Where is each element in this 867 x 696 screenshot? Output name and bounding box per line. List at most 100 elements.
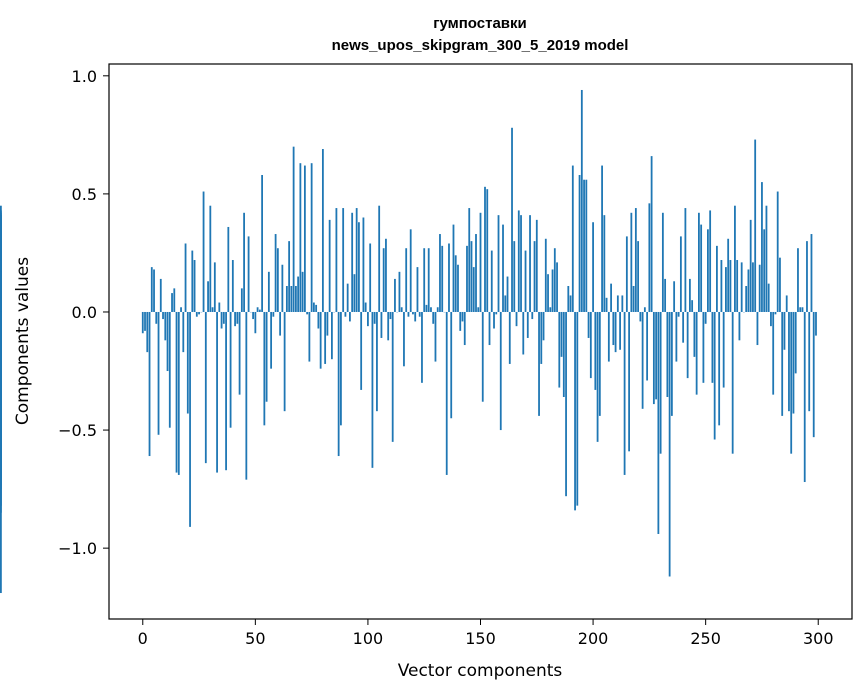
bar-undefined [0, 271, 2, 312]
bar-124 [421, 311, 423, 383]
bar-261 [729, 260, 732, 312]
y-tick-label: 0.5 [72, 185, 97, 204]
bar-11 [166, 311, 169, 372]
bar-263 [734, 205, 736, 312]
bar-246 [695, 311, 698, 395]
bar-65 [288, 241, 291, 312]
bar-178 [542, 311, 545, 341]
bar-231 [661, 212, 664, 312]
bar-68 [294, 286, 297, 312]
bar-243 [688, 278, 691, 312]
bar-269 [747, 269, 750, 312]
bar-184 [556, 262, 558, 312]
bar-74 [308, 311, 311, 362]
bar-299 [815, 311, 817, 336]
bar-80 [321, 149, 324, 312]
bar-52 [258, 309, 261, 312]
bar-156 [493, 311, 495, 329]
bar-undefined [0, 311, 2, 405]
bar-234 [668, 311, 671, 577]
bar-223 [643, 307, 646, 312]
bar-278 [767, 283, 770, 312]
bar-3 [148, 311, 151, 457]
bar-239 [679, 236, 682, 312]
bar-225 [648, 203, 651, 312]
bar-291 [797, 248, 799, 312]
bar-227 [652, 311, 655, 405]
bar-31 [211, 307, 214, 312]
bar-259 [725, 267, 727, 312]
bar-201 [594, 311, 597, 390]
bar-233 [666, 311, 669, 397]
bar-279 [770, 311, 772, 327]
bar-177 [540, 311, 543, 364]
bar-280 [772, 311, 775, 395]
bar-288 [790, 311, 793, 454]
bar-73 [306, 311, 309, 315]
bar-171 [526, 311, 529, 338]
bar-58 [272, 311, 275, 317]
bar-200 [592, 222, 594, 312]
bar-145 [468, 208, 471, 312]
chart-title-line2: news_upos_skipgram_300_5_2019 model [332, 37, 629, 54]
bar-undefined [0, 311, 2, 594]
bar-15 [175, 311, 178, 473]
bar-297 [810, 234, 813, 312]
bar-168 [520, 215, 522, 312]
bar-140 [457, 264, 459, 312]
bar-270 [749, 219, 752, 312]
bar-274 [758, 264, 761, 312]
bar-34 [218, 302, 221, 312]
x-tick-label: 150 [465, 629, 496, 648]
bar-244 [691, 300, 694, 312]
bar-210 [614, 311, 617, 353]
bar-19 [184, 243, 187, 312]
bar-149 [477, 307, 480, 312]
bar-276 [763, 229, 766, 312]
bar-257 [720, 260, 723, 312]
bar-277 [765, 205, 768, 312]
bar-296 [808, 311, 811, 412]
bar-82 [326, 311, 329, 336]
bar-1 [144, 311, 146, 331]
bar-285 [783, 311, 786, 350]
bar-33 [216, 311, 218, 473]
bar-190 [569, 295, 572, 312]
bar-247 [698, 212, 700, 312]
bar-221 [639, 311, 642, 322]
bar-298 [812, 311, 815, 438]
bar-117 [405, 248, 408, 312]
bar-53 [261, 175, 263, 312]
x-tick-label: 50 [245, 629, 265, 648]
bar-87 [337, 311, 340, 457]
bar-142 [461, 311, 464, 322]
bar-228 [655, 311, 658, 400]
y-tick-label: 1.0 [72, 67, 97, 86]
bar-158 [497, 215, 500, 312]
bar-294 [803, 311, 806, 483]
bar-248 [700, 224, 703, 312]
bar-226 [650, 156, 653, 312]
bar-192 [574, 311, 576, 511]
bar-245 [693, 311, 696, 357]
bar-284 [781, 311, 784, 416]
bar-2 [146, 311, 149, 353]
bar-188 [565, 311, 567, 497]
bar-218 [632, 286, 635, 312]
bar-63 [283, 311, 286, 412]
bar-132 [439, 234, 441, 312]
bar-224 [646, 311, 649, 381]
bar-219 [634, 208, 637, 312]
bar-293 [801, 307, 804, 312]
bar-22 [191, 250, 194, 312]
bar-105 [378, 205, 381, 312]
bar-271 [752, 262, 754, 312]
bar-275 [761, 182, 763, 312]
bar-60 [276, 248, 279, 312]
bar-106 [380, 311, 383, 338]
bar-91 [346, 283, 349, 312]
bar-214 [623, 311, 626, 475]
bar-144 [466, 245, 468, 312]
bar-54 [263, 311, 266, 426]
